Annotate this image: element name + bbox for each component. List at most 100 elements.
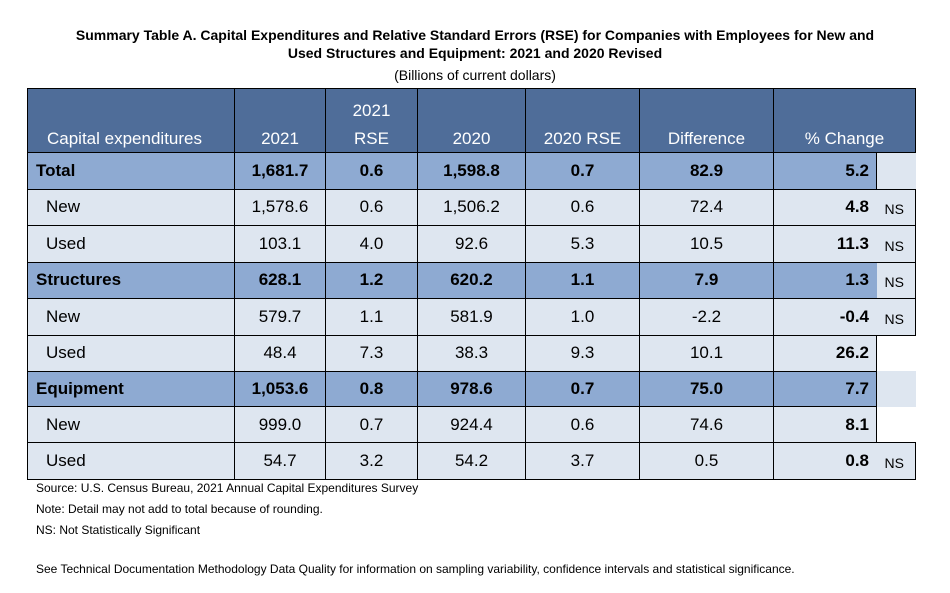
cell-2020: 38.3	[417, 334, 526, 372]
cell-difference: 75.0	[639, 370, 774, 407]
cell-difference: 10.1	[639, 334, 774, 372]
pct-change-value: -0.4	[839, 306, 869, 326]
cell-pct-change: 4.8	[773, 188, 877, 226]
pct-change-value: 1.3	[845, 270, 869, 290]
pct-change-value: 7.7	[845, 378, 869, 398]
cell-difference: 10.5	[639, 225, 774, 263]
cell-2021: 54.7	[234, 442, 326, 480]
pct-change-value: 8.1	[845, 414, 869, 434]
cell-2021-rse: 0.6	[325, 188, 418, 226]
cell-2021-rse: 7.3	[325, 334, 418, 372]
header-capital-expenditures: Capital expenditures	[27, 88, 235, 153]
header-difference: Difference	[639, 88, 774, 153]
table-row: Total 1,681.7 0.6 1,598.8 0.7 82.9 5.2	[27, 152, 916, 190]
cell-2020-rse: 1.0	[525, 298, 640, 336]
cell-2020: 924.4	[417, 406, 526, 443]
row-label: Used	[27, 334, 235, 372]
cell-2021: 1,053.6	[234, 370, 326, 407]
pct-change-value: 0.8	[845, 450, 869, 470]
cell-pct-change: 26.2	[773, 334, 877, 372]
pct-change-value: 11.3	[836, 233, 869, 253]
cell-2021: 103.1	[234, 225, 326, 263]
cell-2021: 628.1	[234, 261, 326, 299]
ns-flag: NS	[876, 442, 916, 480]
table-subtitle: (Billions of current dollars)	[394, 67, 556, 83]
cell-pct-change: 8.1	[773, 406, 877, 443]
cell-2021-rse: 0.8	[325, 370, 418, 407]
ns-flag	[876, 371, 916, 407]
pct-change-value: 4.8	[845, 197, 869, 217]
table-row: New 999.0 0.7 924.4 0.6 74.6 8.1	[27, 406, 916, 443]
header-2021-rse-top: 2021	[352, 101, 391, 120]
cell-2021-rse: 0.7	[325, 406, 418, 443]
cell-difference: 82.9	[639, 152, 774, 190]
row-label: New	[27, 406, 235, 443]
row-label: Structures	[27, 261, 235, 299]
cell-2020-rse: 9.3	[525, 334, 640, 372]
cell-pct-change: 0.8	[773, 442, 877, 480]
cell-pct-change: 5.2	[773, 152, 877, 190]
cell-2021-rse: 4.0	[325, 225, 418, 263]
cell-2021-rse: 1.2	[325, 261, 418, 299]
ns-flag	[876, 152, 916, 189]
cell-2020-rse: 0.7	[525, 152, 640, 190]
cell-2021: 48.4	[234, 334, 326, 372]
cell-2020-rse: 3.7	[525, 442, 640, 480]
row-label: New	[27, 188, 235, 226]
table-row: New 579.7 1.1 581.9 1.0 -2.2 -0.4 NS	[27, 298, 916, 336]
cell-2020-rse: 0.7	[525, 370, 640, 407]
ns-flag: NS	[876, 261, 916, 299]
table-row: Equipment 1,053.6 0.8 978.6 0.7 75.0 7.7	[27, 370, 916, 407]
cell-2020: 92.6	[417, 225, 526, 263]
ns-flag: NS	[876, 188, 916, 226]
cell-2021: 1,578.6	[234, 188, 326, 226]
cell-difference: -2.2	[639, 298, 774, 336]
table-row: Structures 628.1 1.2 620.2 1.1 7.9 1.3 NS	[27, 261, 916, 299]
header-2021: 2021	[234, 88, 326, 153]
table-title: Summary Table A. Capital Expenditures an…	[20, 26, 930, 62]
table-row: Used 48.4 7.3 38.3 9.3 10.1 26.2	[27, 334, 916, 372]
methodology-note: See Technical Documentation Methodology …	[36, 562, 795, 576]
footnotes: Source: U.S. Census Bureau, 2021 Annual …	[36, 478, 795, 580]
title-line-1: Summary Table A. Capital Expenditures an…	[75, 27, 875, 43]
row-label: Equipment	[27, 370, 235, 407]
header-2021-rse-bottom: RSE	[354, 129, 389, 148]
cell-difference: 72.4	[639, 188, 774, 226]
cell-2021: 999.0	[234, 406, 326, 443]
table-row: Used 54.7 3.2 54.2 3.7 0.5 0.8 NS	[27, 442, 916, 480]
cell-pct-change: 7.7	[773, 370, 877, 407]
cell-2020-rse: 5.3	[525, 225, 640, 263]
cell-2020: 1,506.2	[417, 188, 526, 226]
ns-flag	[876, 335, 916, 371]
ns-flag: NS	[876, 225, 916, 263]
table-row: Used 103.1 4.0 92.6 5.3 10.5 11.3 NS	[27, 225, 916, 263]
pct-change-value: 26.2	[835, 343, 869, 362]
cell-2021-rse: 0.6	[325, 152, 418, 190]
cell-pct-change: 1.3	[773, 261, 877, 299]
ns-flag	[876, 406, 916, 443]
cell-2020-rse: 0.6	[525, 406, 640, 443]
ns-flag: NS	[876, 298, 916, 336]
source-note: Source: U.S. Census Bureau, 2021 Annual …	[36, 481, 419, 495]
cell-2021: 579.7	[234, 298, 326, 336]
cell-difference: 74.6	[639, 406, 774, 443]
pct-change-value: 5.2	[845, 160, 869, 180]
cell-2020: 620.2	[417, 261, 526, 299]
cell-2020: 54.2	[417, 442, 526, 480]
row-label: Total	[27, 152, 235, 190]
cell-pct-change: -0.4	[773, 298, 877, 336]
row-label: New	[27, 298, 235, 336]
title-line-2: Used Structures and Equipment: 2021 and …	[287, 45, 663, 61]
cell-2020-rse: 0.6	[525, 188, 640, 226]
cell-2020: 1,598.8	[417, 152, 526, 190]
capex-table: Capital expenditures 2021 2021 RSE 2020 …	[27, 88, 916, 480]
cell-difference: 0.5	[639, 442, 774, 480]
cell-2021-rse: 3.2	[325, 442, 418, 480]
header-2021-rse: 2021 RSE	[325, 88, 418, 153]
cell-2021-rse: 1.1	[325, 298, 418, 336]
ns-note: NS: Not Statistically Significant	[36, 523, 201, 537]
header-2020: 2020	[417, 88, 526, 153]
header-2020-rse: 2020 RSE	[525, 88, 640, 153]
cell-2021: 1,681.7	[234, 152, 326, 190]
rounding-note: Note: Detail may not add to total becaus…	[36, 502, 323, 516]
